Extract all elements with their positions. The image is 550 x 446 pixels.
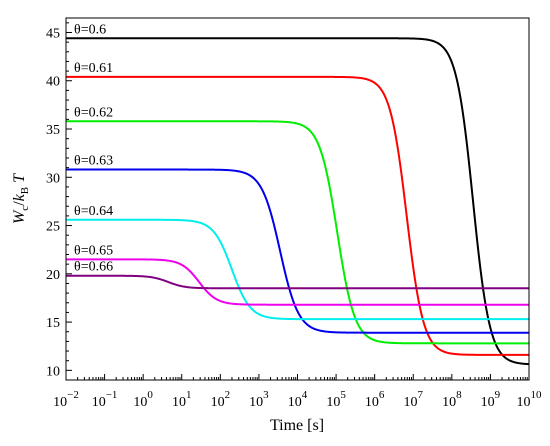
x-tick-label: 106 [365,389,385,410]
x-tick-label: 101 [172,389,192,410]
y-tick-label: 20 [46,268,60,283]
x-tick-label: 102 [211,389,231,410]
series-label: θ=0.6 [74,22,106,37]
series-line [65,218,530,321]
series-line [65,168,530,334]
series-label: θ=0.61 [74,61,113,76]
label-layer: θ=0.6 θ=0.61 θ=0.62 θ=0.63 θ=0.64 θ=0.65 θ=0.6… [74,22,113,274]
series-line [65,258,530,306]
plot-frame [65,17,530,381]
x-tick-label: 1010 [517,389,543,410]
x-tick-label: 10−1 [92,389,118,410]
x-tick-label: 108 [442,389,462,410]
series-label: θ=0.64 [74,204,113,219]
x-tick-label: 104 [288,389,308,410]
x-axis-title: Time [s] [270,417,324,434]
series-label: θ=0.63 [74,154,113,169]
y-tick-label: 10 [46,364,60,379]
series-label: θ=0.66 [74,260,113,275]
series-label: θ=0.62 [74,105,113,120]
x-tick-label: 100 [133,389,153,410]
y-tick-label: 15 [46,316,60,331]
series-layer [65,37,530,366]
y-tick-label: 45 [46,26,60,41]
y-axis-title: Wc/kB T [11,173,31,224]
y-tick-label: 40 [46,75,60,90]
y-tick-label: 30 [46,171,60,186]
y-tick-label: 35 [46,123,60,138]
x-tick-label: 105 [326,389,346,410]
axis-layer: 10−2 10−1 100 101 102 103 104 105 106 107 108 109 10… [46,22,543,410]
x-tick-label: 103 [249,389,269,410]
series-line [65,75,530,356]
series-line [65,120,530,345]
x-tick-label: 10−2 [53,389,79,410]
x-tick-label: 107 [404,389,424,410]
x-tick-label: 109 [481,389,501,410]
series-line [65,37,530,366]
y-tick-label: 25 [46,220,60,235]
series-line [65,274,530,290]
series-label: θ=0.65 [74,243,113,258]
